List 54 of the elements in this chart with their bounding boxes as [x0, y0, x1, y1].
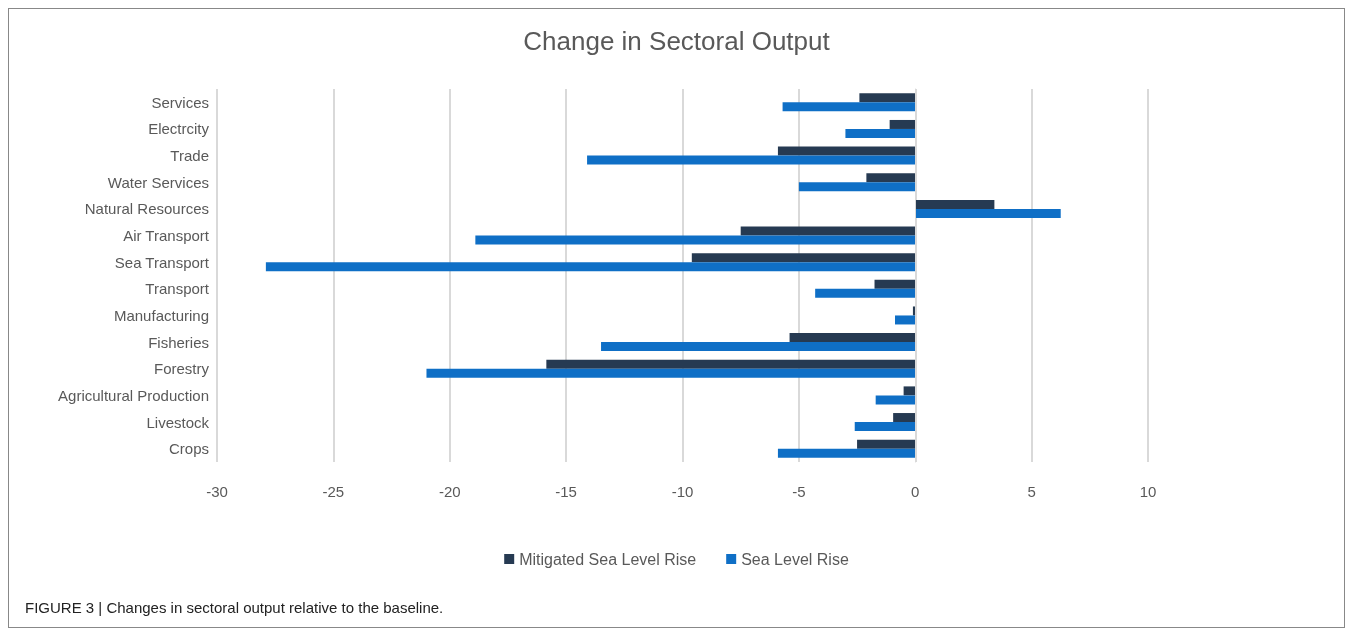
- bar: [587, 155, 916, 165]
- x-tick-label: 10: [1139, 483, 1157, 500]
- bar: [815, 288, 916, 298]
- caption: FIGURE 3 | Changes in sectoral output relative to the baseline.: [25, 599, 444, 616]
- bar: [789, 333, 916, 343]
- bar: [475, 235, 916, 245]
- y-tick-label: Trade: [170, 147, 209, 165]
- bar: [859, 93, 916, 103]
- chart-title: Change in Sectoral Output: [523, 26, 831, 56]
- bar: [426, 368, 916, 378]
- bar: [798, 182, 916, 192]
- bar: [915, 208, 1061, 218]
- y-tick-label: Fisheries: [148, 333, 209, 351]
- x-tick-label: -5: [792, 483, 806, 500]
- legend-label: Mitigated Sea Level Rise: [519, 550, 697, 568]
- bar: [777, 448, 916, 458]
- y-tick-label: Natural Resources: [84, 200, 209, 218]
- bar: [874, 279, 916, 289]
- bar: [691, 253, 916, 263]
- bar: [889, 119, 916, 129]
- y-tick-label: Agricultural Production: [58, 386, 209, 404]
- x-tick-label: -30: [206, 483, 228, 500]
- y-tick-label: Forestry: [153, 360, 210, 378]
- bar: [875, 395, 916, 405]
- x-tick-label: 5: [1027, 483, 1036, 500]
- legend-label: Sea Level Rise: [741, 550, 849, 568]
- x-tick-label: -10: [671, 483, 694, 500]
- y-tick-label: Crops: [168, 440, 209, 458]
- y-tick-label: Water Services: [107, 173, 209, 191]
- x-tick-label: -25: [322, 483, 345, 500]
- x-tick-label: 0: [911, 483, 920, 500]
- y-tick-label: Manufacturing: [113, 306, 209, 324]
- bar: [845, 128, 916, 138]
- bar: [903, 386, 916, 396]
- x-tick-label: -15: [555, 483, 577, 500]
- bar: [782, 102, 916, 112]
- y-tick-label: Sea Transport: [114, 253, 210, 271]
- bar: [546, 359, 916, 369]
- y-tick-label: Electrcity: [148, 120, 210, 138]
- y-tick-label: Transport: [145, 280, 210, 298]
- y-tick-label: Livestock: [146, 413, 210, 431]
- bar: [601, 342, 916, 352]
- bar: [895, 315, 916, 325]
- bar: [893, 413, 916, 423]
- bar: [915, 199, 995, 209]
- bar: [740, 226, 916, 236]
- bar: [777, 146, 916, 156]
- bar: [866, 173, 916, 183]
- bar: [265, 262, 916, 272]
- bar: [854, 422, 916, 432]
- y-tick-label: Services: [151, 93, 209, 111]
- bar: [857, 439, 916, 449]
- y-tick-label: Air Transport: [123, 227, 210, 245]
- x-tick-label: -20: [438, 483, 461, 500]
